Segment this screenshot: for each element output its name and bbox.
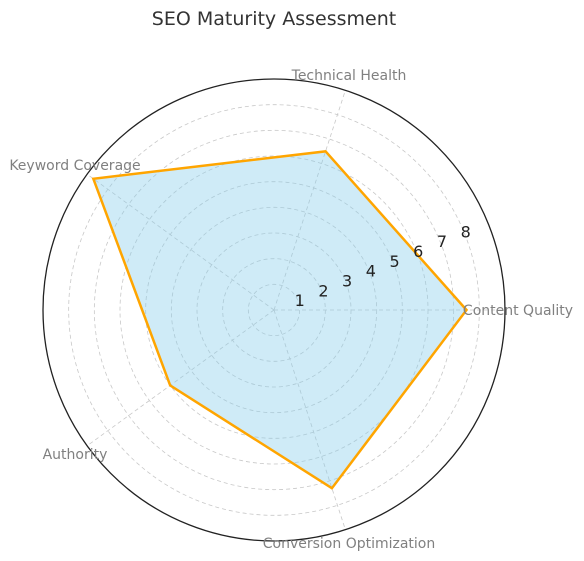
axis-labels: Content Quality Technical Health Keyword C… — [9, 68, 573, 552]
radial-tick-label: 5 — [389, 252, 399, 271]
polar-frame — [42, 78, 506, 542]
axis-label: Keyword Coverage — [9, 158, 140, 174]
grid — [42, 78, 506, 542]
radial-tick-label: 6 — [413, 242, 423, 261]
axis-label: Authority — [43, 447, 108, 463]
radial-tick-label: 8 — [461, 222, 471, 241]
grid-spoke — [86, 173, 275, 311]
axis-label: Content Quality — [463, 303, 573, 319]
grid-circle — [170, 206, 378, 414]
radial-tick-label: 4 — [366, 262, 376, 281]
grid-spoke — [86, 309, 275, 447]
chart-title: SEO Maturity Assessment — [152, 8, 396, 30]
grid-circle — [247, 283, 301, 337]
grid-spoke — [273, 309, 346, 530]
series-line — [91, 150, 469, 490]
axis-label: Technical Health — [291, 68, 407, 84]
radial-tick-label: 3 — [342, 272, 352, 291]
radial-tick-label: 7 — [437, 232, 447, 251]
axis-label: Conversion Optimization — [263, 536, 436, 552]
radial-tick-label: 2 — [318, 281, 328, 300]
series-area — [93, 151, 467, 489]
radial-tick-label: 1 — [295, 291, 305, 310]
grid-circle — [93, 129, 455, 491]
grid-spoke — [273, 90, 346, 311]
data-series — [91, 150, 469, 490]
